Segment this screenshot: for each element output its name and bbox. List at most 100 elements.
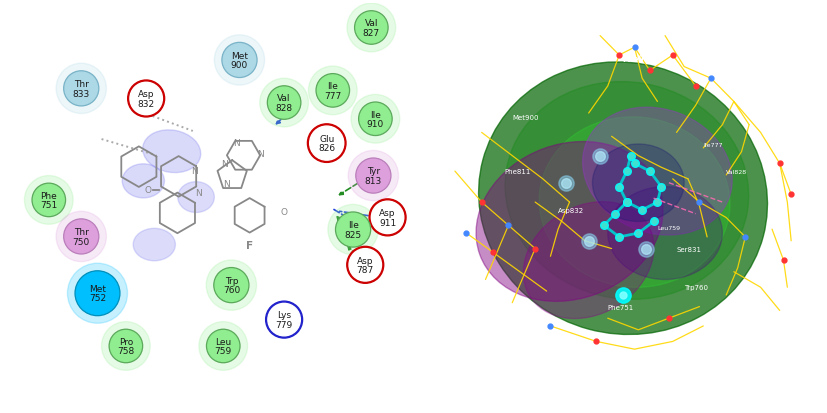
Text: N: N [233, 138, 240, 147]
Circle shape [356, 159, 391, 194]
Ellipse shape [539, 118, 730, 287]
Circle shape [75, 271, 120, 316]
Text: Ser831: Ser831 [676, 246, 701, 252]
Text: Trp760: Trp760 [684, 285, 708, 290]
Text: Met900: Met900 [512, 115, 538, 121]
Text: Phe912: Phe912 [609, 24, 636, 30]
Circle shape [109, 330, 142, 363]
Text: Pro
758: Pro 758 [117, 337, 135, 355]
Text: Leu
759: Leu 759 [215, 337, 232, 355]
Circle shape [215, 269, 247, 301]
Circle shape [25, 176, 73, 225]
Circle shape [356, 13, 387, 44]
Text: Tyr
813: Tyr 813 [365, 167, 382, 185]
Text: Leu759: Leu759 [657, 225, 681, 230]
Circle shape [102, 322, 151, 370]
Text: Thr
833: Thr 833 [73, 80, 90, 98]
Circle shape [32, 184, 65, 217]
Circle shape [206, 260, 256, 311]
Text: Met
752: Met 752 [89, 285, 106, 303]
Circle shape [64, 219, 98, 254]
Text: Ile
910: Ile 910 [366, 110, 384, 128]
Text: Asp832: Asp832 [558, 207, 584, 213]
Ellipse shape [133, 229, 175, 261]
Circle shape [214, 268, 249, 303]
Ellipse shape [583, 108, 732, 235]
Ellipse shape [476, 142, 663, 301]
Circle shape [130, 83, 162, 115]
Circle shape [222, 43, 257, 78]
Circle shape [318, 76, 348, 107]
Text: N: N [192, 167, 198, 176]
Circle shape [199, 322, 247, 370]
Text: O: O [144, 186, 151, 195]
Text: Asp
911: Asp 911 [379, 209, 396, 227]
Text: Phe811: Phe811 [504, 169, 531, 175]
Text: Phe827: Phe827 [799, 230, 825, 237]
Text: Trp
760: Trp 760 [222, 276, 240, 294]
Circle shape [127, 81, 165, 118]
Text: Lys
779: Lys 779 [275, 311, 293, 329]
Circle shape [56, 212, 107, 262]
Circle shape [260, 79, 308, 128]
Circle shape [308, 67, 357, 115]
Text: Ile
777: Ile 777 [324, 82, 342, 100]
Text: Phe751: Phe751 [608, 304, 634, 310]
Text: Asp
787: Asp 787 [356, 256, 374, 274]
Text: Met
900: Met 900 [231, 52, 248, 70]
Circle shape [214, 36, 265, 86]
Text: Ile777: Ile777 [703, 142, 723, 147]
Circle shape [369, 199, 406, 236]
Ellipse shape [505, 82, 748, 299]
Circle shape [328, 205, 378, 255]
Circle shape [267, 87, 301, 120]
Text: Ile825: Ile825 [799, 153, 820, 159]
Circle shape [349, 249, 381, 281]
Circle shape [56, 64, 107, 114]
Text: Met752: Met752 [440, 258, 466, 263]
Text: Ile
825: Ile 825 [345, 221, 361, 239]
Ellipse shape [178, 182, 214, 213]
Circle shape [316, 74, 350, 108]
Circle shape [111, 331, 141, 361]
Circle shape [269, 88, 299, 119]
Text: N: N [221, 159, 227, 169]
Circle shape [208, 331, 239, 361]
Text: N: N [223, 180, 230, 189]
Text: Tyr813: Tyr813 [799, 122, 822, 128]
Text: Thr750: Thr750 [614, 362, 639, 368]
Circle shape [355, 12, 388, 45]
Circle shape [360, 104, 391, 135]
Circle shape [351, 95, 399, 144]
Ellipse shape [608, 187, 723, 280]
Text: Val828: Val828 [726, 169, 748, 174]
Ellipse shape [479, 63, 767, 335]
Text: N: N [257, 150, 264, 158]
Text: Val
827: Val 827 [363, 19, 380, 38]
Text: Glu
826: Glu 826 [318, 135, 335, 153]
Circle shape [268, 304, 300, 336]
Text: Glu826: Glu826 [799, 180, 824, 186]
Circle shape [336, 213, 370, 247]
Circle shape [64, 71, 98, 107]
Text: Phe
751: Phe 751 [41, 191, 57, 209]
Circle shape [357, 160, 390, 192]
Circle shape [76, 273, 118, 315]
Ellipse shape [122, 164, 165, 198]
Circle shape [223, 45, 256, 77]
Text: Thr
750: Thr 750 [73, 228, 90, 246]
Ellipse shape [523, 202, 654, 319]
Circle shape [347, 4, 395, 53]
Text: Val828: Val828 [799, 207, 823, 213]
Text: Ile777: Ile777 [799, 254, 820, 260]
Ellipse shape [592, 145, 684, 222]
Text: Phe908: Phe908 [622, 55, 654, 64]
Circle shape [371, 202, 404, 234]
Text: O: O [280, 207, 288, 216]
Text: N: N [194, 189, 202, 198]
Circle shape [348, 151, 399, 201]
Text: Asp787: Asp787 [676, 24, 703, 30]
Circle shape [359, 103, 392, 136]
Circle shape [347, 247, 384, 284]
Circle shape [265, 301, 303, 338]
